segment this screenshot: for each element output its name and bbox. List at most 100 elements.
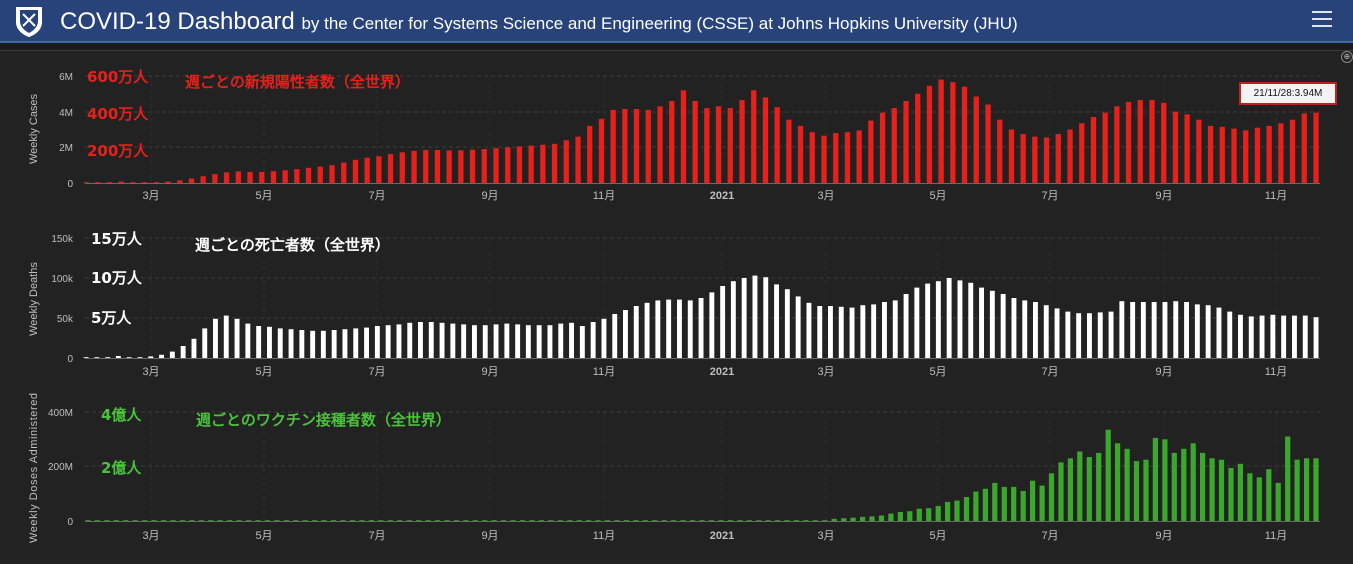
bar xyxy=(551,143,558,183)
bar xyxy=(968,282,974,358)
bar xyxy=(118,181,124,183)
overlay-unit-label: 15万人 xyxy=(91,230,143,248)
x-tick-label: 5月 xyxy=(929,530,946,542)
bar xyxy=(1243,130,1249,183)
x-tick-label: 7月 xyxy=(1041,190,1058,202)
y-tick-label: 2M xyxy=(59,143,73,154)
bar xyxy=(737,520,743,521)
bar xyxy=(784,289,790,358)
x-tick-label: 2021 xyxy=(710,190,734,202)
bar xyxy=(687,300,693,358)
bar xyxy=(784,520,790,521)
bar xyxy=(191,338,197,358)
bar xyxy=(841,518,847,521)
bar xyxy=(698,298,704,358)
bar xyxy=(973,96,979,183)
bar xyxy=(317,166,323,183)
x-tick-label: 3月 xyxy=(817,530,834,542)
overlay-unit-label: 10万人 xyxy=(91,269,143,287)
bar xyxy=(833,133,839,183)
bar xyxy=(491,520,497,521)
bar xyxy=(692,101,698,183)
x-tick-label: 11月 xyxy=(1265,530,1287,542)
bar xyxy=(463,520,469,521)
bar xyxy=(614,520,620,521)
bar xyxy=(1184,302,1189,358)
bar xyxy=(1055,134,1061,183)
bar xyxy=(925,283,931,358)
bar xyxy=(115,356,121,358)
bar xyxy=(461,324,467,358)
bar xyxy=(516,146,523,183)
overlay-unit-label: 600万人 xyxy=(87,68,149,86)
x-tick-label: 9月 xyxy=(481,366,498,378)
bar xyxy=(645,109,651,183)
bar xyxy=(397,520,403,521)
bar xyxy=(915,93,921,183)
x-tick-label: 5月 xyxy=(255,366,272,378)
y-tick-label: 0 xyxy=(67,179,73,190)
bar xyxy=(774,284,779,358)
bar xyxy=(153,182,159,183)
bar xyxy=(472,325,477,358)
bar xyxy=(1278,123,1284,183)
bar xyxy=(428,322,434,358)
bar xyxy=(926,85,933,183)
bar xyxy=(1248,316,1254,358)
y-tick-label: 4M xyxy=(59,108,73,119)
bar xyxy=(283,520,289,521)
bar xyxy=(612,314,618,358)
bar xyxy=(817,306,823,358)
y-tick-label: 200M xyxy=(48,462,73,473)
bar xyxy=(411,150,417,183)
bar xyxy=(751,90,757,183)
bar xyxy=(342,329,348,358)
bar xyxy=(1020,491,1026,521)
y-tick-label: 100k xyxy=(51,274,74,285)
bar xyxy=(1119,301,1125,358)
bar xyxy=(891,108,897,183)
bar xyxy=(540,144,546,183)
bar xyxy=(1143,459,1149,521)
bar xyxy=(1313,112,1319,183)
bar xyxy=(1076,313,1082,358)
bar xyxy=(935,281,941,358)
bar xyxy=(132,520,138,521)
bar xyxy=(1039,485,1045,521)
bar xyxy=(312,520,318,521)
x-tick-label: 9月 xyxy=(481,190,498,202)
bar xyxy=(945,501,951,521)
y-tick-label: 150k xyxy=(51,234,74,245)
x-tick-label: 11月 xyxy=(593,190,615,202)
bar xyxy=(1313,317,1319,358)
bar xyxy=(699,520,705,521)
bar xyxy=(159,354,164,358)
y-tick-label: 0 xyxy=(67,517,73,528)
bar xyxy=(223,315,229,358)
bar xyxy=(797,125,804,183)
bar xyxy=(374,326,380,358)
bar xyxy=(1133,461,1140,522)
bar xyxy=(236,520,242,521)
app-header: COVID-19 Dashboard by the Center for Sys… xyxy=(0,0,1353,43)
x-tick-label: 5月 xyxy=(929,190,946,202)
bar xyxy=(1259,315,1265,358)
bar xyxy=(579,326,585,358)
hamburger-menu-icon[interactable] xyxy=(1312,11,1332,29)
bar xyxy=(277,328,283,358)
bar xyxy=(652,520,658,521)
bar xyxy=(217,520,223,521)
bar xyxy=(407,322,413,358)
bar xyxy=(642,520,648,521)
bar xyxy=(329,165,335,183)
bar xyxy=(973,491,979,521)
bar xyxy=(212,174,218,183)
y-axis-label: Weekly Cases xyxy=(28,93,40,164)
bar xyxy=(563,140,569,183)
bar xyxy=(1115,443,1121,521)
bar xyxy=(95,182,101,183)
bar xyxy=(1313,458,1319,521)
bar xyxy=(113,520,119,521)
bar xyxy=(246,520,252,521)
bar xyxy=(762,97,769,183)
